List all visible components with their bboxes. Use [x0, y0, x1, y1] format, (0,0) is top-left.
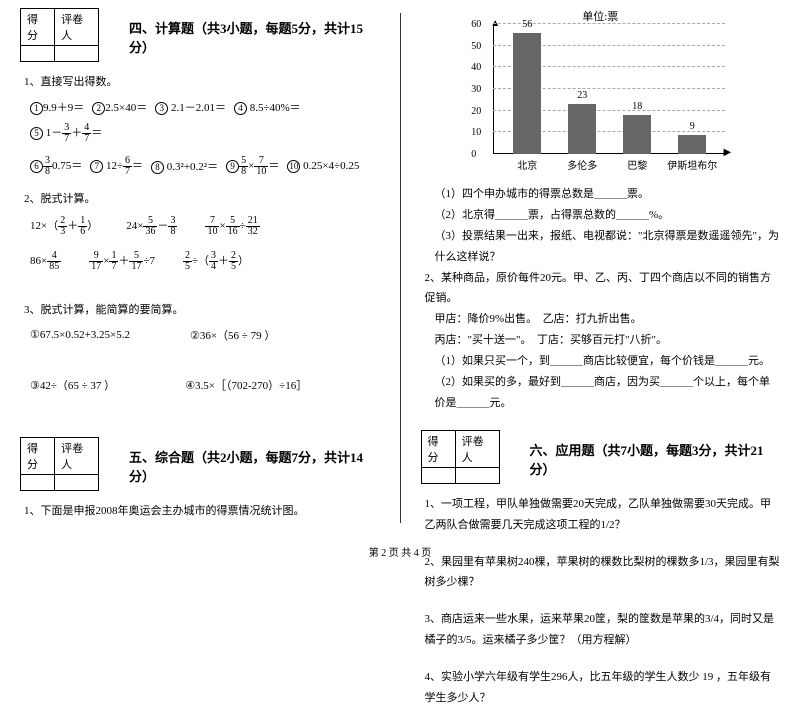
score-label: 得分 — [21, 437, 55, 474]
q2-row-2: 86×485 917×17＋517÷7 25÷（34＋25） — [30, 251, 380, 272]
app-q4: 4、实验小学六年级有学生296人，比五年级的学生人数少 19 ，五年级有学生多少… — [425, 667, 781, 709]
section-6-title: 六、应用题（共7小题，每题3分，共计21分） — [530, 440, 781, 478]
left-column: 得分评卷人 四、计算题（共3小题，每题5分，共计15分） 1、直接写出得数。 1… — [20, 8, 380, 528]
reviewer-label: 评卷人 — [55, 437, 99, 474]
page-container: 得分评卷人 四、计算题（共3小题，每题5分，共计15分） 1、直接写出得数。 1… — [20, 8, 780, 528]
reviewer-label: 评卷人 — [55, 9, 99, 46]
expr: ③42÷（65 ÷ 37 ） — [30, 377, 115, 393]
bar: 23 — [568, 104, 596, 154]
expr: 24×536－38 — [126, 216, 177, 237]
q2-line-4: （2）如果买的多，最好到＿＿＿商店，因为买＿＿＿个以上，每个单价是＿＿＿元。 — [435, 372, 781, 414]
expr: 5 1－37＋47＝ — [30, 123, 102, 144]
expr: 86×485 — [30, 251, 61, 272]
y-tick-label: 30 — [471, 84, 481, 95]
app-q2: 2、果园里有苹果树240棵，苹果树的棵数比梨树的棵数多1/3，果园里有梨树多少棵… — [425, 552, 781, 594]
app-q3: 3、商店运来一些水果，运来苹果20筐，梨的筐数是苹果的3/4，同时又是橘子的3/… — [425, 609, 781, 651]
q3-row-1: ①67.5×0.52+3.25×5.2 ②36×（56 ÷ 79 ） — [30, 327, 380, 343]
q5-1-label: 1、下面是申报2008年奥运会主办城市的得票情况统计图。 — [24, 501, 380, 522]
section-4-title: 四、计算题（共3小题，每题5分，共计15分） — [129, 18, 380, 56]
q3-label: 3、脱式计算，能简算的要简算。 — [24, 300, 380, 321]
expr: 4 8.5÷40%＝ — [234, 99, 301, 115]
bar-value-label: 23 — [568, 90, 596, 101]
q1-label: 1、直接写出得数。 — [24, 72, 380, 93]
y-axis — [493, 24, 494, 154]
chart-q1: （1）四个申办城市的得票总数是＿＿＿票。 — [435, 184, 781, 205]
y-tick-label: 40 — [471, 62, 481, 73]
x-category-label: 伊斯坦布尔 — [667, 157, 717, 172]
expr: 10 0.25×4÷0.25 — [287, 160, 359, 173]
section-5-header: 得分评卷人 五、综合题（共2小题，每题7分，共计14分） — [20, 437, 380, 495]
bar-chart: 单位:票 ▲ ▶ 010203040506056北京23多伦多18巴黎9伊斯坦布… — [465, 8, 735, 178]
app-q1: 1、一项工程，甲队单独做需要20天完成，乙队单独做需要30天完成。甲乙两队合做需… — [425, 494, 781, 536]
expr: 19.9＋9＝ — [30, 99, 84, 115]
score-label: 得分 — [421, 430, 455, 467]
x-category-label: 北京 — [502, 157, 552, 172]
y-tick-label: 60 — [471, 19, 481, 30]
page-footer: 第 2 页 共 4 页 — [369, 544, 432, 559]
bar-value-label: 9 — [678, 121, 706, 132]
expr: 7 12÷67＝ — [90, 156, 143, 177]
expr: 12×（23＋16） — [30, 216, 98, 237]
section-4-header: 得分评卷人 四、计算题（共3小题，每题5分，共计15分） — [20, 8, 380, 66]
y-tick-label: 20 — [471, 106, 481, 117]
column-divider — [400, 13, 401, 523]
bar: 18 — [623, 115, 651, 154]
score-box: 得分评卷人 — [20, 8, 99, 62]
score-box: 得分评卷人 — [20, 437, 99, 491]
right-column: 单位:票 ▲ ▶ 010203040506056北京23多伦多18巴黎9伊斯坦布… — [421, 8, 781, 528]
x-arrow-icon: ▶ — [724, 147, 732, 158]
q3-row-2: ③42÷（65 ÷ 37 ） ④3.5×［（702-270）÷16］ — [30, 377, 380, 393]
expr: 8 0.3²+0.2²＝ — [151, 158, 218, 174]
expr: 917×17＋517÷7 — [89, 251, 155, 272]
section-5-title: 五、综合题（共2小题，每题7分，共计14分） — [129, 447, 380, 485]
q2-row-1: 12×（23＋16） 24×536－38 710×516÷2132 — [30, 216, 380, 237]
reviewer-label: 评卷人 — [455, 430, 499, 467]
score-label: 得分 — [21, 9, 55, 46]
bar-value-label: 56 — [513, 19, 541, 30]
q2-line-1: 甲店：降价9%出售。 乙店：打九折出售。 — [435, 309, 781, 330]
q2-stem: 2、某种商品，原价每件20元。甲、乙、丙、丁四个商店以不同的销售方促销。 — [425, 268, 781, 310]
q2-line-2: 丙店："买十送一"。 丁店：买够百元打"八折"。 — [435, 330, 781, 351]
expr: 25÷（34＋25） — [183, 251, 249, 272]
q2-line-3: （1）如果只买一个，到＿＿＿商店比较便宜，每个价钱是＿＿＿元。 — [435, 351, 781, 372]
expr: 3 2.1－2.01＝ — [155, 99, 226, 115]
chart-unit-label: 单位:票 — [582, 8, 618, 24]
expr: 958×710＝ — [226, 156, 279, 177]
q1-row-1: 19.9＋9＝ 22.5×40＝ 3 2.1－2.01＝ 4 8.5÷40%＝ … — [30, 99, 380, 144]
section-6-header: 得分评卷人 六、应用题（共7小题，每题3分，共计21分） — [421, 430, 781, 488]
expr: 6380.75＝ — [30, 156, 82, 177]
expr: ②36×（56 ÷ 79 ） — [190, 327, 275, 343]
reviewer-cell — [55, 46, 99, 62]
chart-q3: （3）投票结果一出来，报纸、电视都说："北京得票是数遥遥领先"，为什么这样说？ — [435, 226, 781, 268]
bar-value-label: 18 — [623, 101, 651, 112]
q2-label: 2、脱式计算。 — [24, 189, 380, 210]
score-cell — [21, 46, 55, 62]
expr: 710×516÷2132 — [205, 216, 259, 237]
bar: 56 — [513, 33, 541, 154]
expr: ①67.5×0.52+3.25×5.2 — [30, 328, 130, 341]
chart-q2: （2）北京得＿＿＿票，占得票总数的＿＿＿%。 — [435, 205, 781, 226]
q1-row-2: 6380.75＝ 7 12÷67＝ 8 0.3²+0.2²＝ 958×710＝ … — [30, 156, 380, 177]
bar: 9 — [678, 135, 706, 155]
expr: ④3.5×［（702-270）÷16］ — [185, 377, 307, 393]
score-box: 得分评卷人 — [421, 430, 500, 484]
x-category-label: 巴黎 — [612, 157, 662, 172]
y-tick-label: 10 — [471, 127, 481, 138]
y-tick-label: 0 — [471, 149, 476, 160]
x-category-label: 多伦多 — [557, 157, 607, 172]
y-tick-label: 50 — [471, 41, 481, 52]
expr: 22.5×40＝ — [92, 99, 147, 115]
